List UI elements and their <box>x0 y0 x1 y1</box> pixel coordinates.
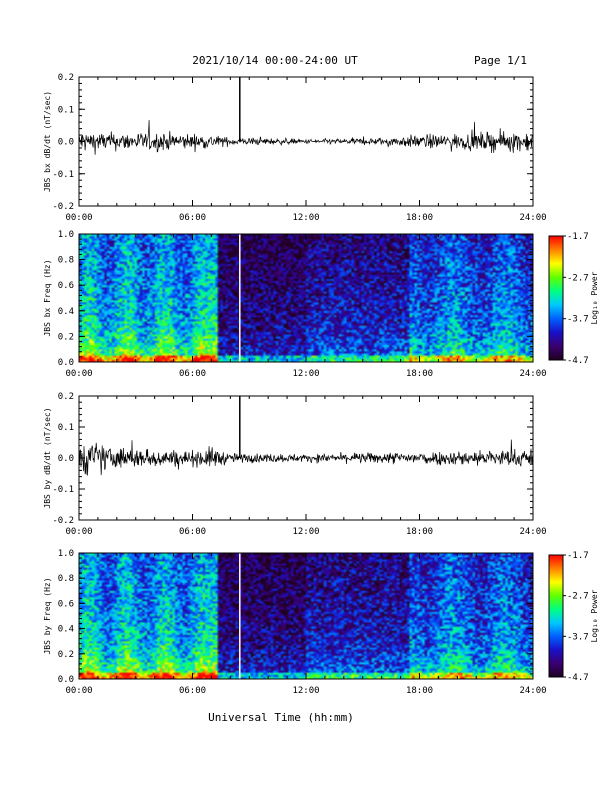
page-number: Page 1/1 <box>474 54 527 67</box>
y-tick-label: 0.6 <box>58 281 74 291</box>
x-tick-label: 00:00 <box>65 527 92 537</box>
colorbar-tick-label: -1.7 <box>567 232 589 242</box>
x-tick-label: 06:00 <box>179 527 206 537</box>
x-tick-label: 24:00 <box>519 213 546 223</box>
report-title: 2021/10/14 00:00-24:00 UT <box>192 54 358 67</box>
y-tick-label: 0.8 <box>58 574 74 584</box>
y-tick-label: 0.0 <box>58 138 74 148</box>
colorbar-tick-label: -4.7 <box>567 356 589 366</box>
y-tick-label: 0.1 <box>58 423 74 433</box>
spectrogram-image <box>79 234 533 362</box>
y-tick-label: -0.2 <box>52 516 74 526</box>
y-tick-label: 0.8 <box>58 256 74 266</box>
y-tick-label: 0.6 <box>58 599 74 609</box>
x-tick-label: 12:00 <box>292 686 319 696</box>
colorbar-title: Log₁₀ Power <box>590 271 599 324</box>
colorbar-tick-label: -2.7 <box>567 592 589 602</box>
y-tick-label: -0.1 <box>52 170 74 180</box>
y-tick-label: 0.4 <box>58 625 74 635</box>
y-tick-label: 0.2 <box>58 392 74 402</box>
colorbar <box>548 235 564 361</box>
x-tick-label: 00:00 <box>65 686 92 696</box>
y-axis-title: JBS by dB/dt (nT/sec) <box>43 407 52 508</box>
y-tick-label: 1.0 <box>58 230 74 240</box>
y-tick-label: 0.0 <box>58 358 74 368</box>
x-tick-label: 18:00 <box>406 527 433 537</box>
x-tick-label: 00:00 <box>65 213 92 223</box>
x-axis-title: Universal Time (hh:mm) <box>208 711 354 724</box>
x-tick-label: 00:00 <box>65 369 92 379</box>
colorbar-tick-label: -1.7 <box>567 551 589 561</box>
series-trace <box>78 439 534 476</box>
x-tick-label: 18:00 <box>406 686 433 696</box>
x-tick-label: 18:00 <box>406 369 433 379</box>
spectrogram-image <box>79 553 533 679</box>
x-tick-label: 06:00 <box>179 369 206 379</box>
y-tick-label: 0.0 <box>58 454 74 464</box>
x-tick-label: 12:00 <box>292 369 319 379</box>
y-tick-label: 0.2 <box>58 73 74 83</box>
y-tick-label: 1.0 <box>58 549 74 559</box>
colorbar-title: Log₁₀ Power <box>590 589 599 642</box>
colorbar-tick-label: -3.7 <box>567 632 589 642</box>
y-axis-title: JBS by Freq (Hz) <box>43 577 52 654</box>
y-tick-label: 0.2 <box>58 650 74 660</box>
colorbar-tick-label: -4.7 <box>567 673 589 683</box>
x-tick-label: 06:00 <box>179 686 206 696</box>
y-tick-label: -0.2 <box>52 202 74 212</box>
y-tick-label: 0.0 <box>58 675 74 685</box>
x-tick-label: 24:00 <box>519 527 546 537</box>
x-tick-label: 12:00 <box>292 527 319 537</box>
y-tick-label: 0.4 <box>58 307 74 317</box>
colorbar-tick-label: -2.7 <box>567 273 589 283</box>
colorbar-tick-label: -3.7 <box>567 315 589 325</box>
y-tick-label: 0.2 <box>58 332 74 342</box>
x-tick-label: 24:00 <box>519 369 546 379</box>
colorbar <box>548 554 564 678</box>
series-trace <box>78 120 534 155</box>
x-tick-label: 24:00 <box>519 686 546 696</box>
y-tick-label: 0.1 <box>58 105 74 115</box>
x-tick-label: 06:00 <box>179 213 206 223</box>
x-tick-label: 12:00 <box>292 213 319 223</box>
y-tick-label: -0.1 <box>52 485 74 495</box>
y-axis-title: JBS bx Freq (Hz) <box>43 259 52 336</box>
x-tick-label: 18:00 <box>406 213 433 223</box>
y-axis-title: JBS bx dB/dt (nT/sec) <box>43 91 52 192</box>
